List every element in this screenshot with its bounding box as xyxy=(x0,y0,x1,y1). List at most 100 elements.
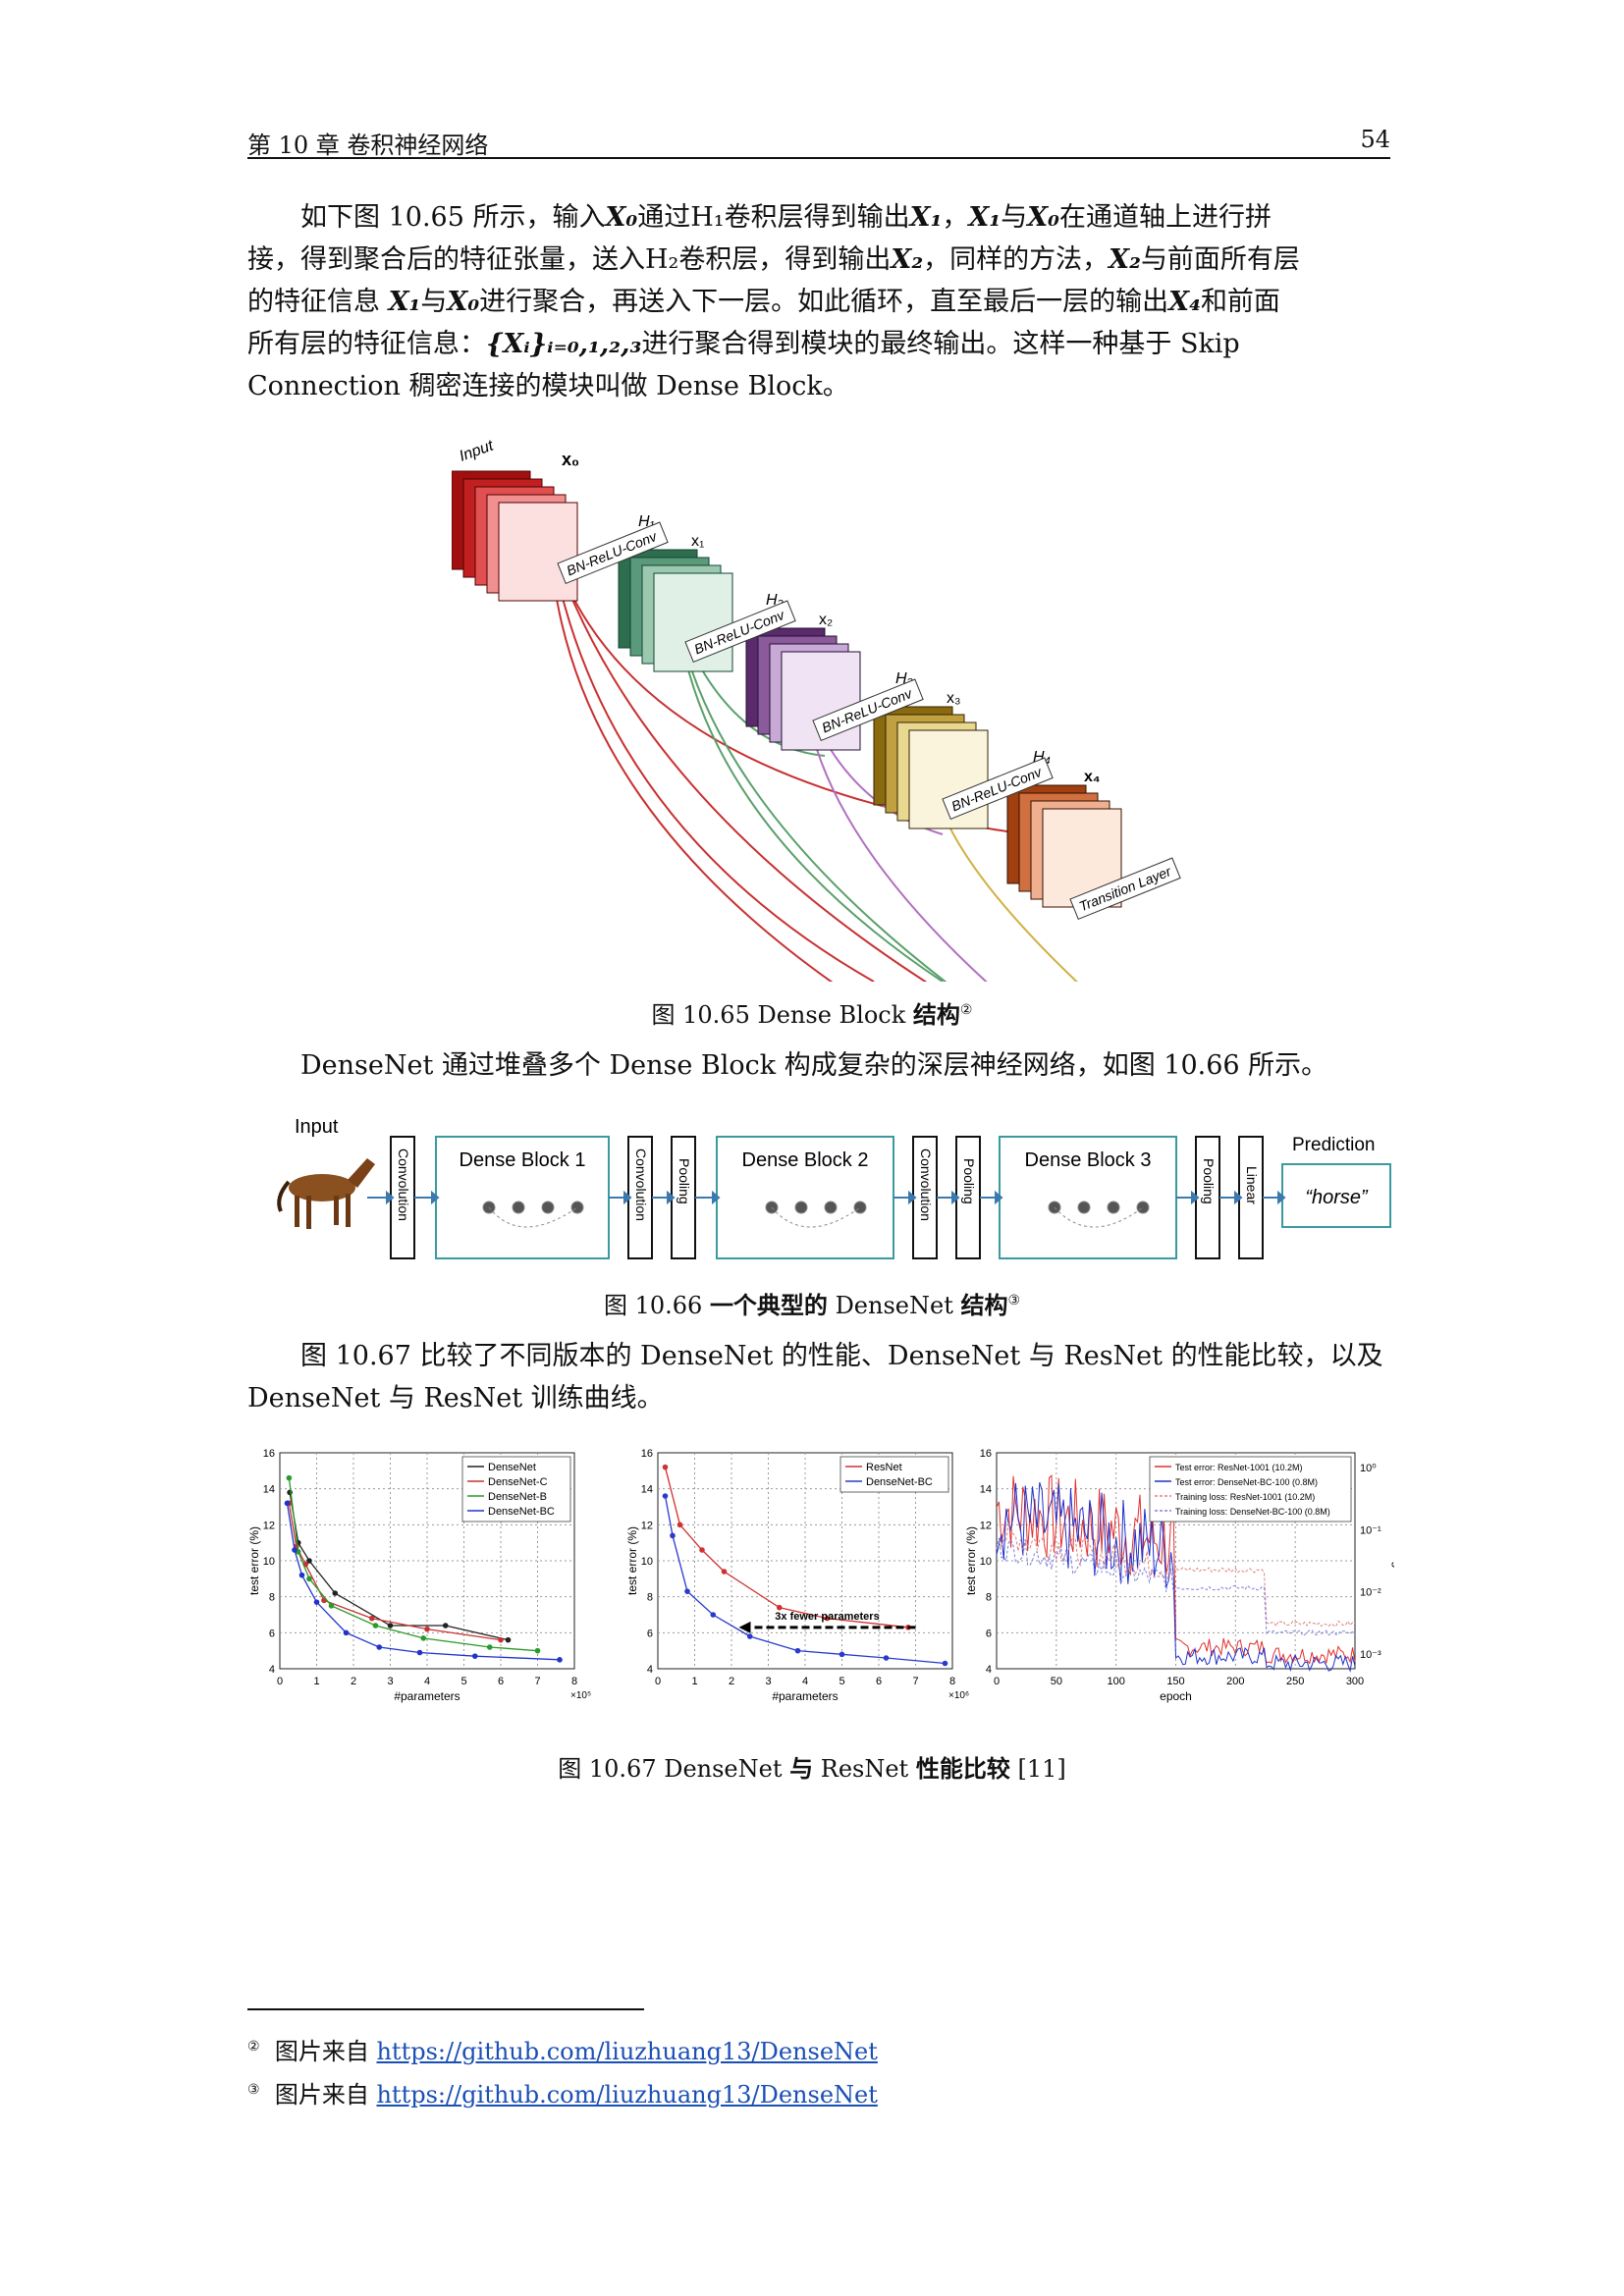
legend-entry: Training loss: ResNet-1001 (10.2M) xyxy=(1175,1492,1315,1502)
y2-axis-label: training loss xyxy=(1391,1529,1394,1592)
data-point xyxy=(684,1588,690,1594)
x-tick-label: 7 xyxy=(534,1676,540,1687)
x-tick-label: 0 xyxy=(655,1676,661,1687)
legend-entry: Test error: DenseNet-BC-100 (0.8M) xyxy=(1175,1477,1318,1487)
annotation-text: 3x fewer parameters xyxy=(775,1611,879,1623)
y-tick-label: 16 xyxy=(263,1448,275,1460)
pooling-label-1: Pooling xyxy=(677,1158,692,1204)
x3-label: x₃ xyxy=(947,690,961,707)
y-tick-label: 4 xyxy=(269,1664,275,1676)
data-point xyxy=(368,1615,375,1622)
x2-stack xyxy=(745,627,861,751)
x-tick-label: 1 xyxy=(691,1676,697,1687)
data-point xyxy=(332,1590,339,1596)
prediction-value: “horse” xyxy=(1305,1187,1369,1208)
x4-label: x₄ xyxy=(1084,769,1101,785)
x2-label: x₂ xyxy=(819,612,833,628)
x-axis-label: epoch xyxy=(1160,1689,1192,1703)
input-stack xyxy=(452,470,578,602)
footnote-3: ③ 图片来自 https://github.com/liuzhuang13/De… xyxy=(247,2081,878,2109)
pooling-label-3: Pooling xyxy=(1201,1158,1217,1204)
x-tick-label: 5 xyxy=(460,1676,466,1687)
y-axis-label: test error (%) xyxy=(625,1526,639,1595)
y-tick-label: 4 xyxy=(647,1664,653,1676)
y-tick-label: 12 xyxy=(263,1520,275,1531)
dense-block-figure: Input x₀ x₁ x₂ x₃ x₄ H₁ H₂ H₃ H₄ BN-ReLU… xyxy=(452,437,1181,982)
x0-label: x₀ xyxy=(562,450,579,469)
x-tick-label: 300 xyxy=(1346,1676,1364,1687)
data-point xyxy=(328,1603,335,1609)
x-tick-label: 0 xyxy=(994,1676,1000,1687)
y-axis-label: test error (%) xyxy=(247,1526,261,1595)
x-axis-label: #parameters xyxy=(772,1689,838,1703)
data-point xyxy=(471,1653,478,1659)
pooling-label-2: Pooling xyxy=(961,1158,977,1204)
fig67-caption: 图 10.67 DenseNet 与 ResNet 性能比较 [11] xyxy=(558,1754,1066,1783)
horse-image xyxy=(277,1158,375,1229)
y-tick-label: 8 xyxy=(986,1592,992,1604)
legend-entry: DenseNet-BC xyxy=(866,1476,933,1488)
data-point xyxy=(306,1558,312,1564)
footnote-2-link[interactable]: https://github.com/liuzhuang13/DenseNet xyxy=(376,2038,878,2065)
data-point xyxy=(794,1647,801,1654)
data-point xyxy=(557,1657,563,1663)
data-point xyxy=(776,1604,783,1611)
data-point xyxy=(677,1522,683,1528)
paragraph-dense-block: 如下图 10.65 所示，输入X₀通过H₁卷积层得到输出X₁，X₁与X₀在通道轴… xyxy=(247,202,1300,401)
data-point xyxy=(420,1635,427,1641)
data-point xyxy=(534,1647,541,1654)
x-tick-label: 4 xyxy=(424,1676,430,1687)
x-multiplier: ×10⁶ xyxy=(948,1690,969,1701)
y-tick-label: 10 xyxy=(641,1556,653,1568)
convolution-label-2: Convolution xyxy=(633,1148,649,1221)
y-tick-label: 10 xyxy=(263,1556,275,1568)
x-tick-label: 3 xyxy=(765,1676,771,1687)
x-axis-label: #parameters xyxy=(394,1689,460,1703)
legend-entry: DenseNet-B xyxy=(488,1491,547,1503)
series-line-4 xyxy=(996,1537,1356,1636)
dense-block-node-patterns xyxy=(482,1201,1150,1228)
x-tick-label: 7 xyxy=(912,1676,918,1687)
y-tick-label: 6 xyxy=(986,1628,992,1639)
dense-block-3-label: Dense Block 3 xyxy=(1025,1149,1152,1171)
x-tick-label: 200 xyxy=(1226,1676,1244,1687)
data-point xyxy=(416,1649,423,1656)
x-tick-label: 100 xyxy=(1107,1676,1124,1687)
x-tick-label: 6 xyxy=(876,1676,882,1687)
data-point xyxy=(486,1644,493,1650)
legend-entry: DenseNet xyxy=(488,1462,536,1473)
y2-tick-label: 10⁻³ xyxy=(1360,1649,1381,1661)
data-point xyxy=(721,1569,728,1575)
convolution-label-1: Convolution xyxy=(396,1148,411,1221)
data-point xyxy=(292,1547,298,1553)
y-tick-label: 16 xyxy=(641,1448,653,1460)
x-tick-label: 150 xyxy=(1166,1676,1184,1687)
legend-box xyxy=(839,1456,949,1493)
data-point xyxy=(424,1626,430,1632)
page-number: 54 xyxy=(1360,126,1390,153)
footnote-divider xyxy=(247,2008,644,2010)
y-tick-label: 14 xyxy=(980,1484,992,1496)
data-point xyxy=(313,1599,320,1605)
data-point xyxy=(505,1636,512,1643)
x-tick-label: 3 xyxy=(387,1676,393,1687)
x3-stack xyxy=(873,706,989,829)
data-point xyxy=(883,1655,890,1661)
y-tick-label: 12 xyxy=(980,1520,992,1531)
data-point xyxy=(746,1633,753,1639)
footnote-2: ② 图片来自 https://github.com/liuzhuang13/De… xyxy=(247,2038,878,2065)
data-point xyxy=(942,1660,948,1667)
x1-label: x₁ xyxy=(691,533,704,550)
dense-block-1-label: Dense Block 1 xyxy=(460,1149,586,1171)
y2-tick-label: 10⁻² xyxy=(1360,1587,1381,1599)
legend-entry: DenseNet-C xyxy=(488,1476,548,1488)
footnote-3-link[interactable]: https://github.com/liuzhuang13/DenseNet xyxy=(376,2081,878,2109)
data-point xyxy=(498,1636,504,1643)
y-tick-label: 14 xyxy=(641,1484,653,1496)
data-point xyxy=(662,1493,669,1499)
legend-entry: DenseNet-BC xyxy=(488,1506,555,1518)
data-point xyxy=(442,1623,449,1629)
